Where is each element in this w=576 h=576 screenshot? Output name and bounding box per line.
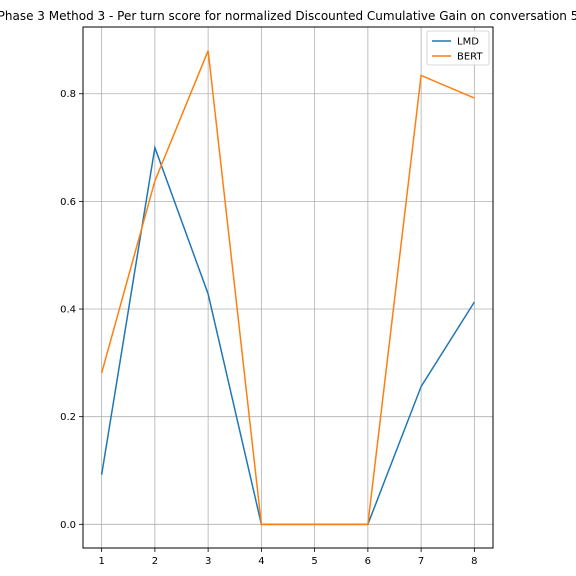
y-tick-label: 0.6 [60, 197, 76, 208]
x-tick-label: 2 [152, 556, 158, 567]
y-tick-label: 0.8 [60, 89, 76, 100]
legend: LMD BERT [426, 30, 490, 66]
x-tick-label: 7 [418, 556, 424, 567]
legend-label-bert: BERT [457, 52, 483, 63]
x-tick-label: 5 [311, 556, 317, 567]
y-tick-label: 0.4 [60, 305, 76, 316]
series-lines [100, 50, 475, 526]
x-tick-label: 6 [365, 556, 371, 567]
chart-title: Phase 3 Method 3 - Per turn score for no… [0, 9, 576, 23]
x-tick-label: 8 [471, 556, 477, 567]
axes-frame [82, 26, 494, 549]
x-tick-label: 4 [258, 556, 264, 567]
series-line-bert [100, 50, 475, 526]
legend-label-lmd: LMD [457, 37, 479, 48]
grid-lines [83, 27, 493, 548]
series-line-lmd [100, 144, 475, 526]
y-tick-label: 0.0 [60, 520, 76, 531]
axis-ticks: 1 2 3 4 5 6 7 8 0.0 0.2 0.4 0.6 0.8 [60, 89, 477, 567]
x-tick-label: 1 [98, 556, 104, 567]
y-tick-label: 0.2 [60, 412, 76, 423]
x-tick-label: 3 [205, 556, 211, 567]
